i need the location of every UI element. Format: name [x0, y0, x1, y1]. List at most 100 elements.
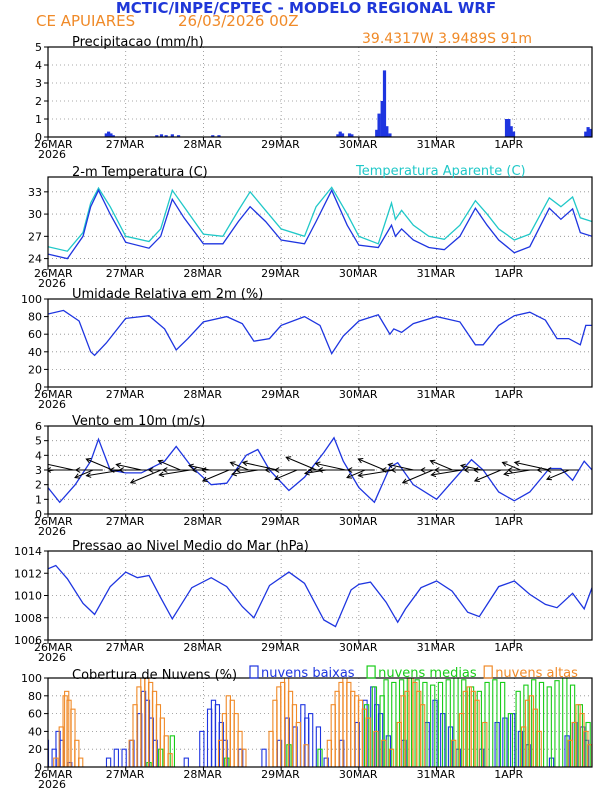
- wind-vector-head: [506, 467, 513, 473]
- wind-vector: [232, 469, 259, 475]
- wind-vector-head: [147, 467, 154, 473]
- panel-frame: [47, 550, 593, 641]
- x-tick-label: 26MAR: [34, 641, 73, 654]
- wind-vector-head: [108, 467, 115, 473]
- panel-title: Cobertura de Nuvens (%): [72, 668, 237, 683]
- cloud-bar-green: [422, 681, 428, 767]
- wind-vector-head: [473, 476, 480, 483]
- wind-vector: [546, 469, 570, 480]
- panel-title: Umidade Relativa em 2m (%): [72, 287, 263, 302]
- wind-vector-head: [187, 463, 194, 470]
- wind-vector: [86, 469, 123, 477]
- cloud-bar-orange: [388, 748, 395, 767]
- x-tick-label: 30MAR: [339, 515, 378, 528]
- panel-4: 26MAR 27MAR 28MAR 29MAR 30MAR 31MAR 1APR 2026 0 1…: [34, 414, 593, 538]
- wind-vector: [158, 460, 181, 471]
- y-tick-label: 33: [28, 186, 42, 199]
- wind-vector-head: [307, 467, 314, 473]
- wind-vector: [188, 464, 210, 471]
- wind-vector: [358, 458, 385, 471]
- wind-vector: [86, 458, 113, 471]
- plot-area: [48, 436, 592, 504]
- panel-title: 2-m Temperatura (C): [72, 165, 208, 180]
- precip-bar: [584, 131, 588, 137]
- wind-vector-head: [503, 470, 510, 477]
- cloud-bar-green: [445, 679, 451, 767]
- precip-bar: [338, 131, 342, 137]
- x-tick-label: 27MAR: [106, 768, 145, 781]
- y-tick-label: 1012: [14, 567, 42, 580]
- wind-vector-head: [74, 467, 81, 473]
- y-tick-label: 1008: [14, 612, 42, 625]
- wind-vector-head: [429, 459, 436, 465]
- precip-bar: [511, 131, 516, 137]
- wind-vector: [514, 461, 550, 471]
- precip-bar: [211, 135, 215, 137]
- wind-vector: [304, 469, 327, 474]
- x-tick-label: 31MAR: [417, 388, 456, 401]
- wind-vector-head: [346, 473, 353, 479]
- cloud-bar-green: [554, 680, 560, 767]
- legend-swatch-green: [366, 665, 376, 679]
- cloud-bar-green: [562, 678, 568, 767]
- cloud-bar-green: [317, 748, 323, 767]
- y-tick-label: 5: [35, 41, 42, 54]
- panel-1: 26MAR 27MAR 28MAR 29MAR 30MAR 31MAR 1APR 2026 0 1…: [34, 35, 593, 161]
- panel-title: Precipitacao (mm/h): [72, 35, 204, 50]
- panel-title: Pressao ao Nivel Medio do Mar (hPa): [72, 539, 309, 554]
- cloud-bar-orange: [536, 730, 542, 767]
- wind-vector-head: [118, 467, 124, 473]
- wind-vector-head: [346, 467, 353, 473]
- x-tick-label: 26MAR: [34, 388, 73, 401]
- x-tick-label: 1APR: [494, 641, 523, 654]
- y-tick-label: 1006: [14, 634, 42, 647]
- precip-bar: [159, 134, 164, 137]
- x-tick-label: 1APR: [494, 388, 523, 401]
- wind-vector: [402, 469, 434, 484]
- wind-vector-head: [459, 463, 466, 470]
- precip-bar: [385, 126, 389, 137]
- x-tick-label: 28MAR: [183, 515, 222, 528]
- y-tick-label: 1010: [14, 590, 42, 603]
- cloud-bar-green: [538, 681, 545, 767]
- wind-vector-head: [285, 456, 292, 462]
- cloud-bar-orange: [295, 721, 301, 767]
- x-tick-label: 29MAR: [261, 515, 300, 528]
- y-tick-label: 2: [35, 479, 42, 492]
- wind-vector-head: [161, 467, 168, 473]
- precip-bar: [170, 134, 174, 137]
- x-tick-label: 31MAR: [417, 768, 456, 781]
- panels-group: 26MAR 27MAR 28MAR 29MAR 30MAR 31MAR 1APR 2026 0 1…: [14, 35, 593, 791]
- cloud-bar-green: [406, 678, 413, 767]
- wind-vector-head: [433, 467, 440, 473]
- cloud-bar-orange: [474, 699, 480, 767]
- wind-vector-head: [501, 461, 508, 467]
- y-tick-label: 30: [28, 208, 42, 221]
- x-tick-label: 26MAR: [34, 138, 73, 151]
- panel-frame: [47, 298, 593, 388]
- cloud-bar-green: [398, 679, 405, 767]
- wind-vector-head: [115, 462, 122, 469]
- x-tick-label: 26MAR: [34, 267, 73, 280]
- wind-vector: [431, 469, 463, 476]
- wind-vector: [130, 469, 162, 484]
- x-tick-label: 26MAR: [34, 515, 73, 528]
- cloud-bar-blue: [105, 757, 112, 767]
- x-tick-label: 28MAR: [183, 267, 222, 280]
- cloud-bar-orange: [373, 730, 379, 767]
- x-tick-label: 30MAR: [339, 768, 378, 781]
- precip-bar: [164, 135, 168, 137]
- wind-vector-head: [357, 457, 364, 464]
- x-year-label: 2026: [38, 525, 66, 538]
- wind-vector-head: [536, 467, 542, 473]
- y-tick-label: 20: [28, 743, 42, 756]
- x-tick-label: 29MAR: [261, 388, 300, 401]
- wind-vector-head: [158, 471, 165, 478]
- cloud-bar-green: [461, 679, 467, 767]
- panel-title: Vento em 10m (m/s): [72, 414, 205, 429]
- precip-bar: [155, 135, 159, 137]
- cloud-bar-orange: [241, 748, 247, 767]
- cloud-bar-blue: [183, 757, 189, 767]
- y-tick-label: 0: [35, 381, 42, 394]
- cloud-bar-green: [484, 681, 490, 767]
